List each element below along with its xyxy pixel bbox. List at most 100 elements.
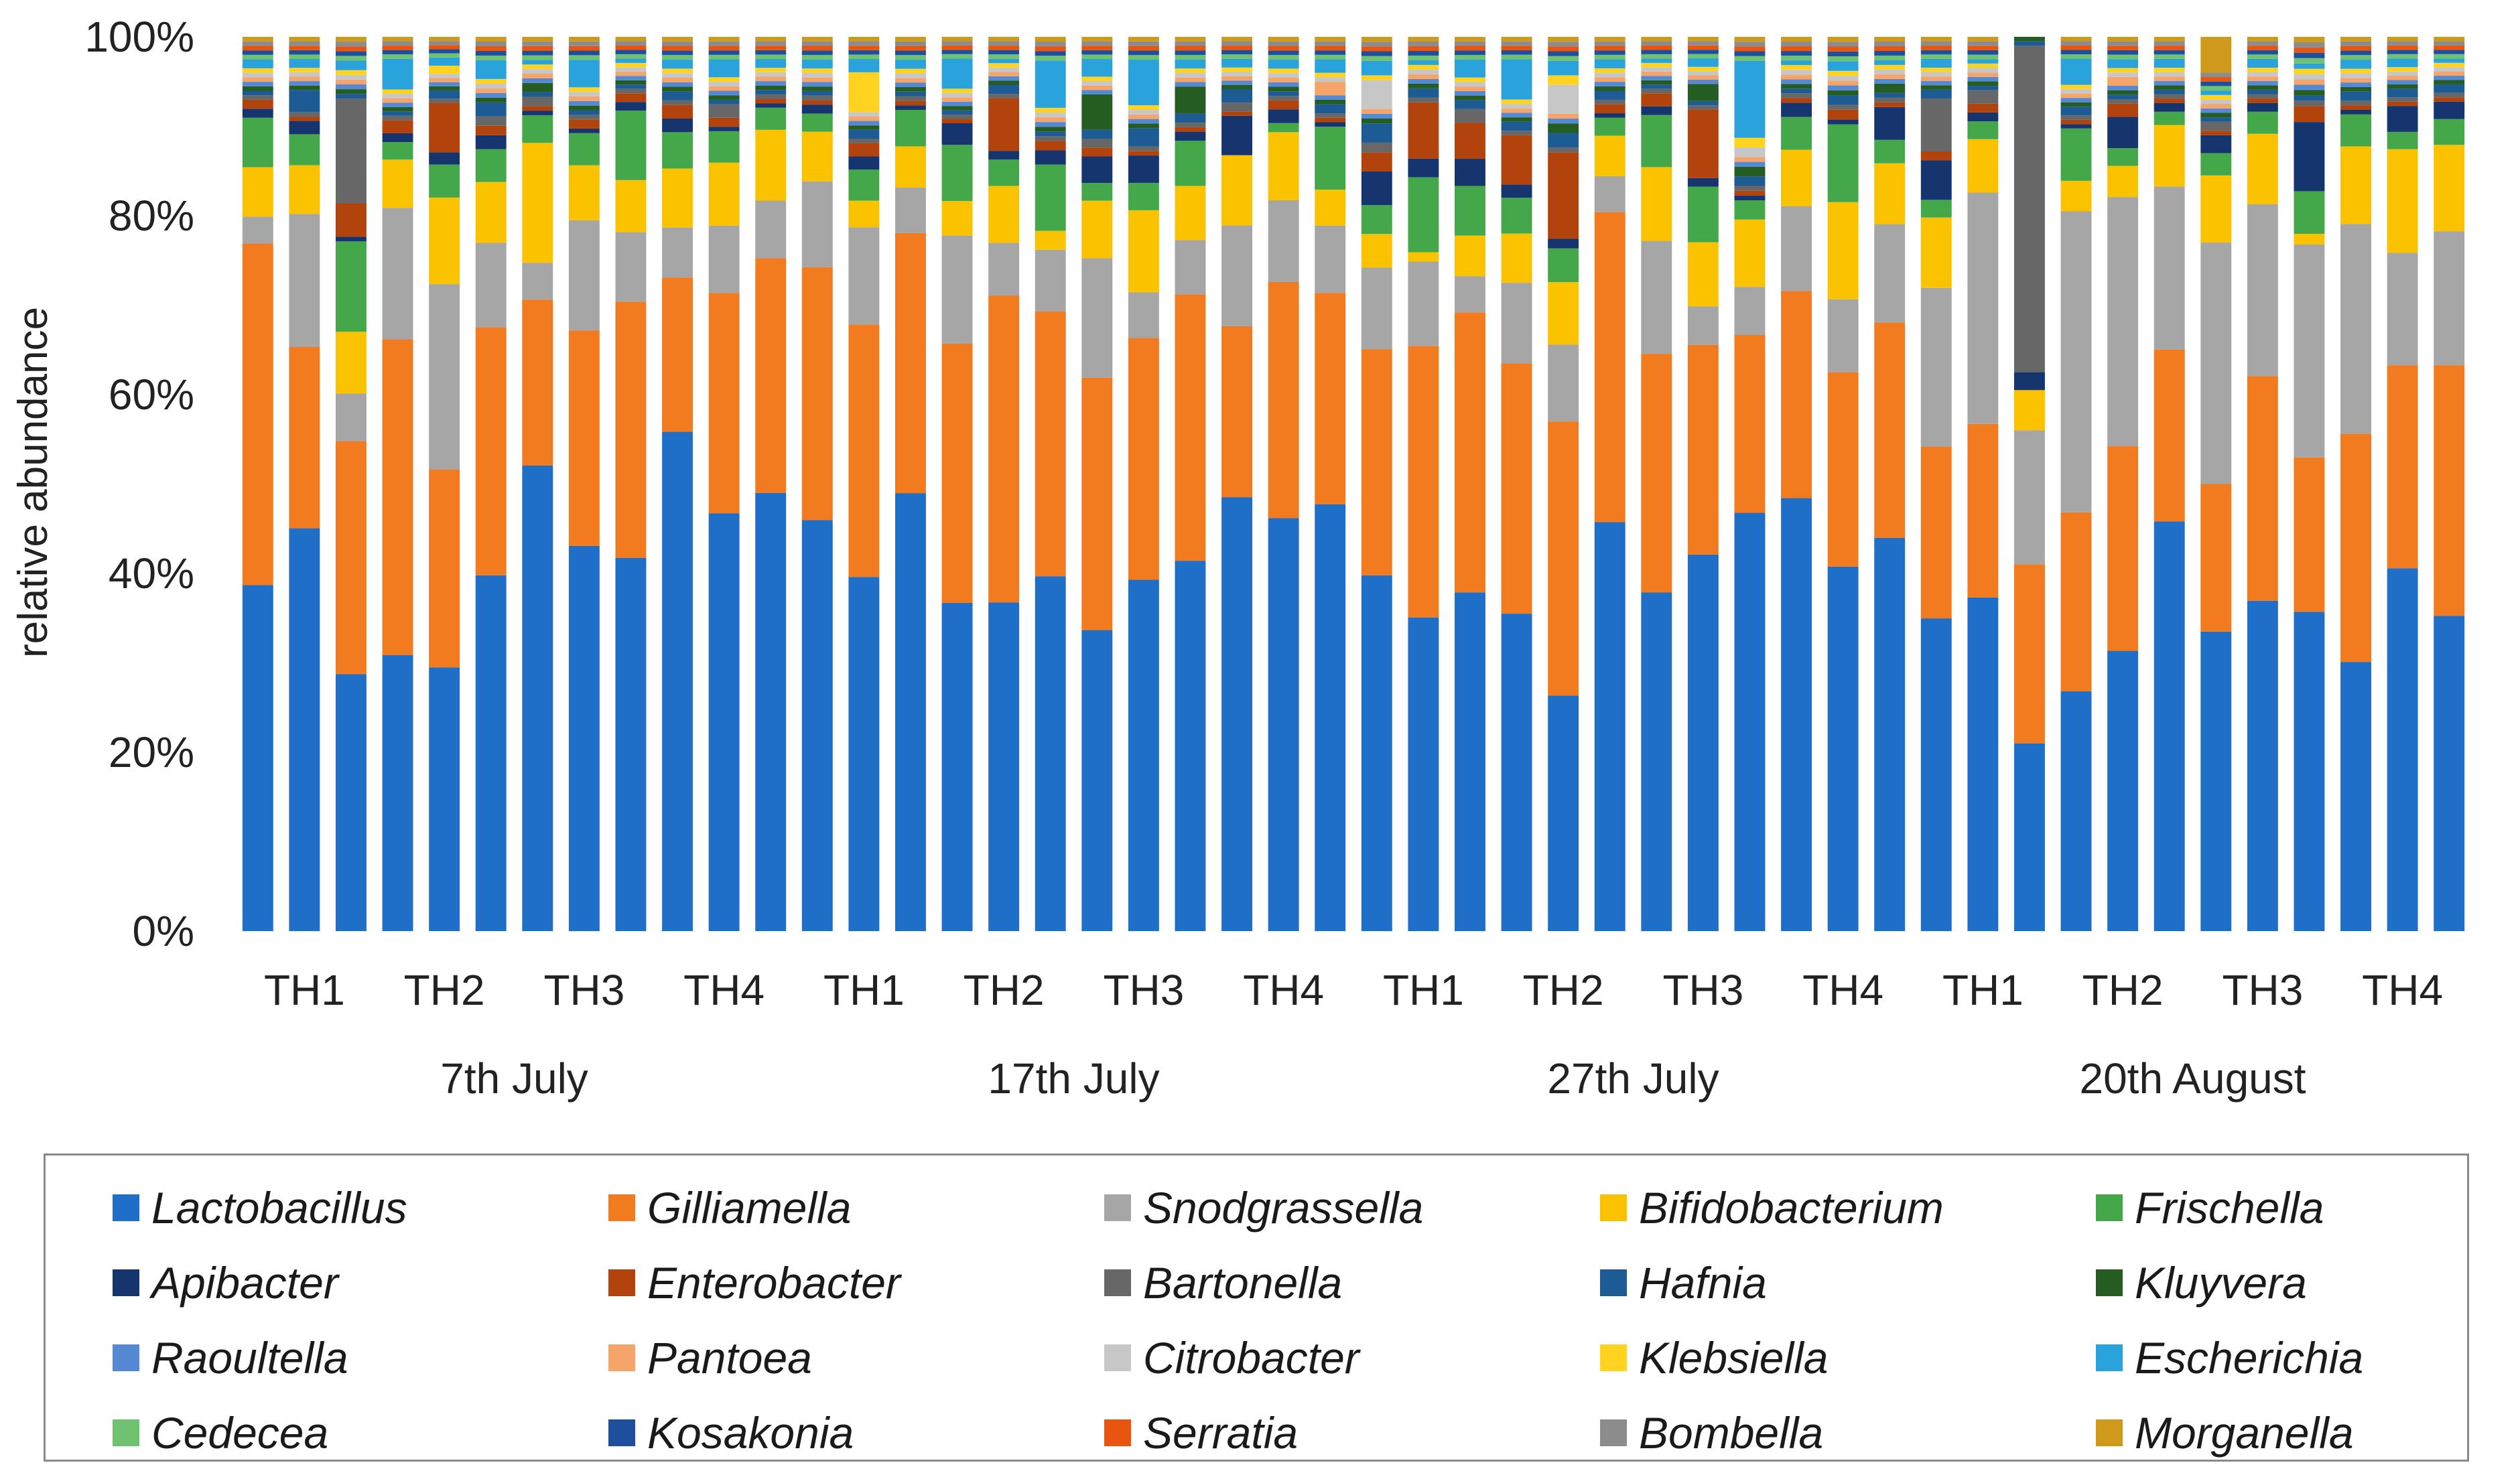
bar-segment: Klebsiella: 0.5 xyxy=(1035,107,1066,113)
bar-segment: Escherichia: 1.5 xyxy=(1315,59,1346,73)
bar-segment: Escherichia: 0.5 xyxy=(522,60,553,65)
bar-segment: Frischella: 2.5 xyxy=(2200,153,2232,176)
bar-stack: Lactobacillus: 27Gilliamella: 24.5Snodgr… xyxy=(336,37,367,931)
bar-segment: Pantoea: 0.5 xyxy=(1455,86,1485,91)
bar-segment: Kosakonia: 0.5 xyxy=(1920,50,1952,55)
bar-segment: Citrobacter: 0.5 xyxy=(1221,72,1252,76)
bar-stack: Lactobacillus: 37.5Gilliamella: 28Snodgr… xyxy=(1035,37,1066,931)
bar-segment: Apibacter: 3.5 xyxy=(2107,117,2139,149)
bar-segment: Gilliamella: 23.5 xyxy=(1361,349,1392,575)
bar-segment: Raoultella: 0.5 xyxy=(1128,119,1159,124)
bar-segment: Bifidobacterium: 7.5 xyxy=(1687,242,1719,307)
bar-segment: Snodgrassella: 28 xyxy=(2107,197,2139,447)
bar-segment: Gilliamella: 24.5 xyxy=(708,293,740,514)
bar-segment: Escherichia: 1 xyxy=(895,60,926,69)
bar-segment: Enterobacter: 1 xyxy=(1035,141,1066,151)
bar-segment: Lactobacillus: 32 xyxy=(429,667,460,931)
bar-segment: Morganella: 0.5 xyxy=(1315,37,1346,42)
bar-segment: Lactobacillus: 31.5 xyxy=(382,654,413,931)
bar-segment: Snodgrassella: 5 xyxy=(1128,292,1159,338)
bar-segment: Bifidobacterium: 13 xyxy=(522,143,553,263)
bar-segment: Frischella: 4 xyxy=(429,164,460,198)
bar-segment: Bombella: 0.5 xyxy=(429,41,460,46)
bar-segment: Hafnia: 1 xyxy=(1594,90,1626,100)
bar-segment: Bombella: 0.5 xyxy=(1501,41,1532,46)
bar-segment: Pantoea: 0.5 xyxy=(429,78,460,82)
bar-segment: Apibacter: 2 xyxy=(2014,372,2045,391)
bar-segment: Enterobacter: 0.5 xyxy=(1175,127,1206,132)
bar-segment: Gilliamella: 23 xyxy=(1874,322,1906,538)
bar-segment: Apibacter: 3 xyxy=(1455,159,1485,186)
bar-segment: Kosakonia: 0.5 xyxy=(2247,50,2278,55)
bar-segment: Hafnia: 0.5 xyxy=(801,90,833,96)
bar-segment: Apibacter: 1 xyxy=(1967,112,1999,122)
bar-segment: Morganella: 0.5 xyxy=(1035,37,1066,42)
bar-segment: Klebsiella: 0.5 xyxy=(941,88,973,93)
bar-segment: Escherichia: 0.5 xyxy=(1641,58,1672,63)
bar-segment: Citrobacter: 0.5 xyxy=(1408,69,1439,74)
bar-stack: Lactobacillus: 45.5Gilliamella: 28Snodgr… xyxy=(801,37,833,931)
bar-segment: Pantoea: 0.5 xyxy=(1035,117,1066,123)
bar-segment: Pantoea: 0.5 xyxy=(1081,85,1113,90)
bar-segment: Serratia: 0.5 xyxy=(2200,77,2232,82)
bar-segment: Lactobacillus: 29.5 xyxy=(2340,662,2371,931)
bar-segment: Hafnia: 0.5 xyxy=(1874,92,1906,98)
bar-segment: Apibacter: 0.5 xyxy=(895,105,926,110)
legend-item: Hafnia xyxy=(1600,1255,2096,1311)
bar-segment: Lactobacillus: 43 xyxy=(615,557,647,931)
bar-segment: Citrobacter: 0.5 xyxy=(1035,113,1066,118)
bar-segment: Enterobacter: 6 xyxy=(988,98,1020,151)
bar-segment: Snodgrassella: 13.5 xyxy=(1081,258,1113,378)
bar-segment: Escherichia: 0.5 xyxy=(2294,63,2325,69)
bar-stack: Lactobacillus: 43Gilliamella: 29.5Snodgr… xyxy=(615,37,647,931)
bar-segment: Kluyvera: 2 xyxy=(1687,84,1719,101)
bar-segment: Hafnia: 0.5 xyxy=(895,91,926,96)
bar-stack: Lactobacillus: 46.5Gilliamella: 19.5Snod… xyxy=(2153,37,2185,931)
bar-segment: Citrobacter: 0.5 xyxy=(568,92,600,96)
bar-segment: Apibacter: 1 xyxy=(1548,238,1579,249)
bar-segment: Pantoea: 0.5 xyxy=(336,79,367,85)
bar-segment: Lactobacillus: 37.5 xyxy=(988,602,1020,931)
bar-segment: Snodgrassella: 5 xyxy=(1734,287,1766,335)
bar-segment: Hafnia: 0.5 xyxy=(2107,94,2139,99)
bar-segment: Bifidobacterium: 6.5 xyxy=(336,332,367,394)
bar-stack: Lactobacillus: 37.5Gilliamella: 20Snodgr… xyxy=(1827,37,1859,931)
bar-segment: Gilliamella: 20 xyxy=(1827,372,1859,567)
bar-segment: Raoultella: 0.5 xyxy=(1081,90,1113,94)
bar-segment: Serratia: 0.5 xyxy=(336,46,367,52)
bar-segment: Gilliamella: 26.5 xyxy=(475,327,507,575)
bar-segment: Pantoea: 0.5 xyxy=(615,71,647,76)
bar-segment: Klebsiella: 0.5 xyxy=(336,70,367,75)
bar-segment: Bombella: 0.5 xyxy=(2153,41,2185,46)
bar-segment: Raoultella: 0.5 xyxy=(242,82,273,86)
bar-segment: Frischella: 1.5 xyxy=(2153,111,2185,125)
bar-segment: Morganella: 0.5 xyxy=(336,37,367,42)
bar-segment: Bartonella: 0.5 xyxy=(895,96,926,101)
bar-segment: Apibacter: 3 xyxy=(2387,106,2418,132)
bar-segment: Bifidobacterium: 3.5 xyxy=(2060,180,2092,212)
bar-segment: Gilliamella: 23 xyxy=(2107,446,2139,651)
bar-segment: Bartonella: 0.5 xyxy=(1501,131,1532,135)
bar-segment: Morganella: 0.5 xyxy=(1455,37,1485,42)
bar-segment: Bombella: 0.5 xyxy=(941,41,973,46)
bar-segment: Citrobacter: 0.5 xyxy=(708,82,740,86)
bar-segment: Snodgrassella: 9 xyxy=(1408,261,1439,346)
bar-segment: Serratia: 0.5 xyxy=(2060,46,2092,50)
bar-segment: Klebsiella: 0.5 xyxy=(895,68,926,74)
bar-segment: Snodgrassella: 4 xyxy=(522,263,553,300)
bar-segment: Klebsiella: 0.5 xyxy=(1641,62,1672,68)
bar-segment: Kosakonia: 0.5 xyxy=(1315,50,1346,55)
bar-segment: Snodgrassella: 20 xyxy=(2294,244,2325,458)
legend-label: Bombella xyxy=(1639,1408,1824,1458)
legend-swatch xyxy=(113,1419,139,1446)
bar-segment: Morganella: 0.5 xyxy=(1408,37,1439,42)
bar-segment: Escherichia: 1.5 xyxy=(1361,60,1392,76)
bar-segment: Pantoea: 1.5 xyxy=(1315,82,1346,96)
bar-segment: Bifidobacterium: 3.5 xyxy=(2107,165,2139,198)
bar-segment: Lactobacillus: 55 xyxy=(662,431,693,931)
bar-segment: Bartonella: 1 xyxy=(475,116,507,126)
bar-segment: Apibacter: 3.5 xyxy=(1361,171,1392,206)
bar-stack: Lactobacillus: 41Gilliamella: 29.5Snodgr… xyxy=(1175,37,1206,931)
bar-segment: Frischella: 3.5 xyxy=(1781,117,1812,150)
bar-segment: Bombella: 0.5 xyxy=(1548,42,1579,47)
